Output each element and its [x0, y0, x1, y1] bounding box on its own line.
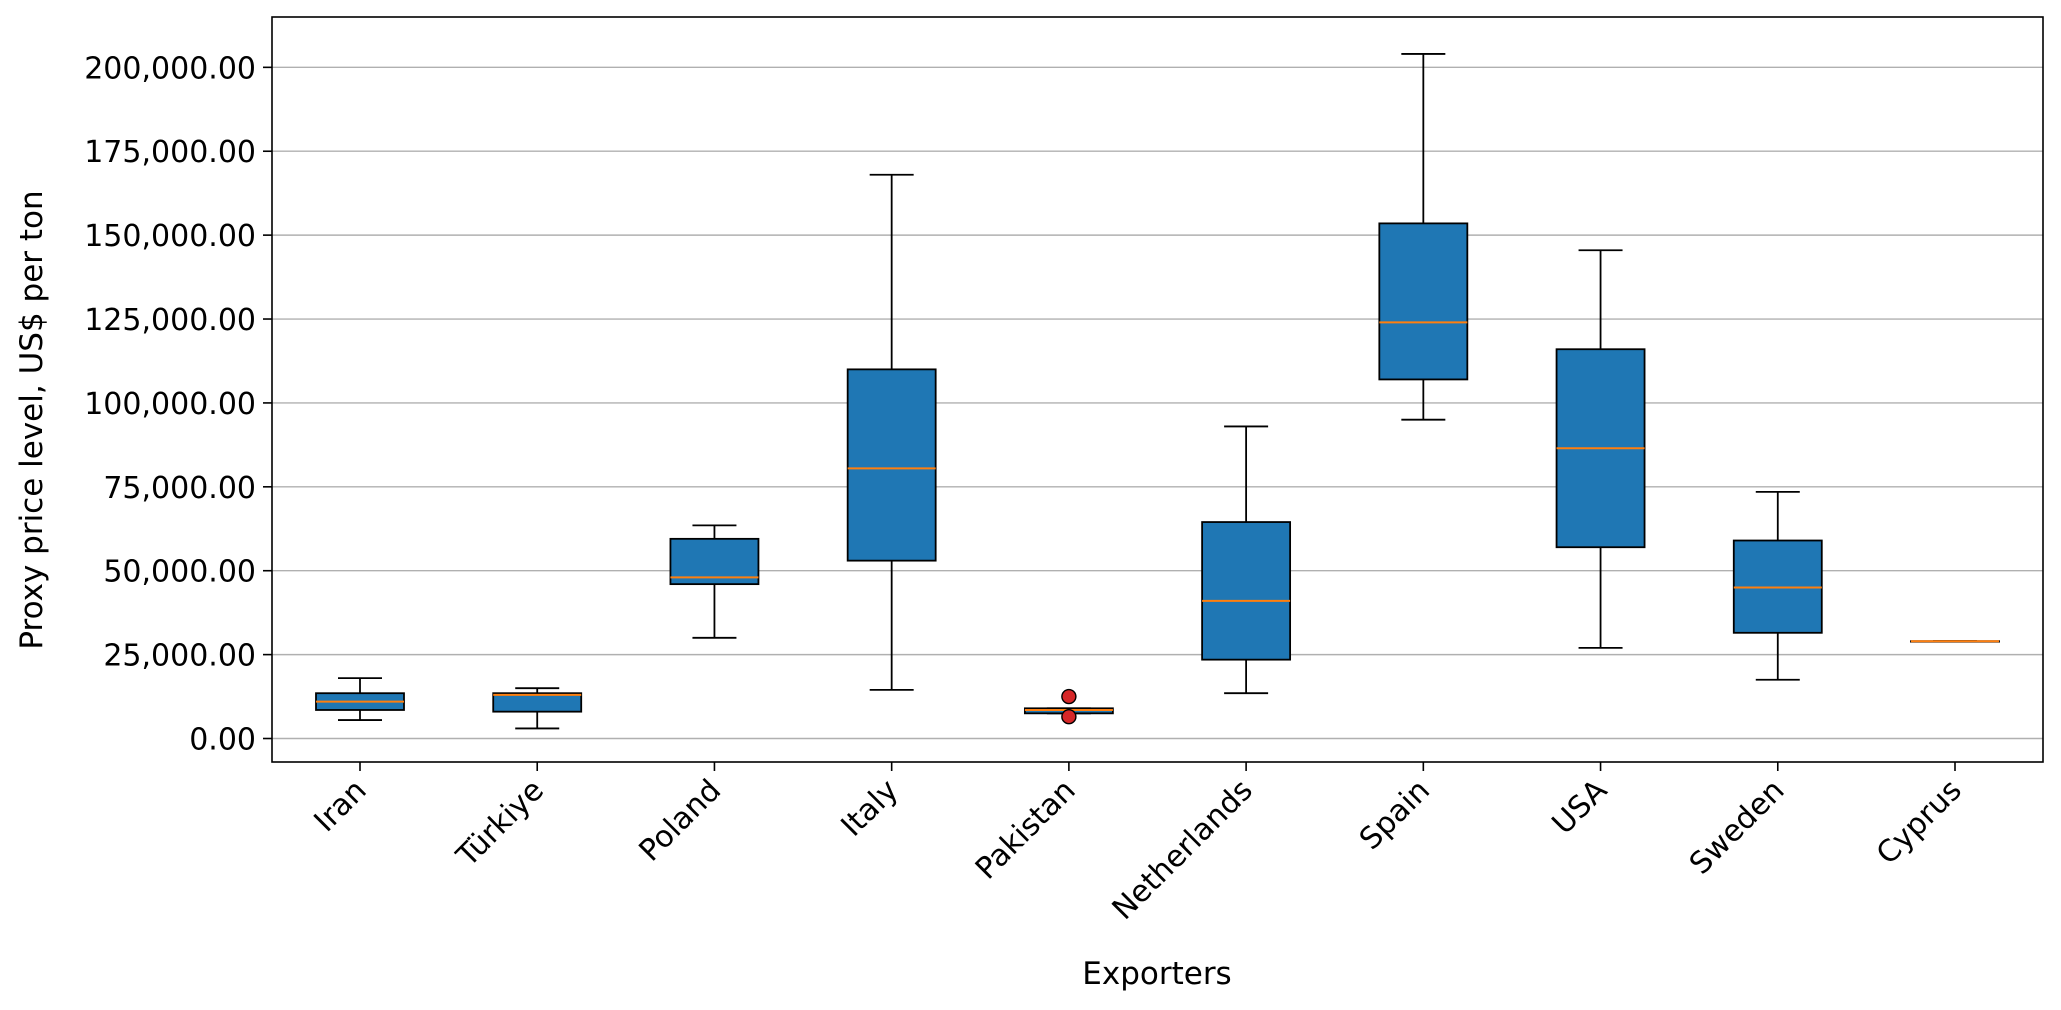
box-sweden: [1732, 490, 1823, 681]
iqr-box: [1201, 521, 1292, 661]
y-tick-label: 75,000.00: [103, 471, 256, 506]
iqr-box: [1378, 222, 1469, 381]
box-italy: [846, 173, 937, 691]
box-usa: [1555, 249, 1646, 649]
box-türkiye: [492, 687, 583, 730]
box-poland: [669, 524, 760, 639]
x-axis-ticks: Iran Türkiye Poland Italy Pakistan Netherland…: [307, 762, 1969, 927]
y-axis-ticks: 0.00 25,000.00 50,000.00 75,000.00 100,000.0…: [84, 51, 272, 758]
x-tick-label: Türkiye: [449, 773, 550, 874]
x-tick-label: Iran: [307, 773, 373, 839]
x-tick-label: Sweden: [1683, 773, 1792, 882]
box-pakistan: [1023, 688, 1114, 725]
box-netherlands: [1201, 425, 1292, 695]
y-axis-label: Proxy price level, US$ per ton: [14, 190, 50, 649]
x-tick-label: Pakistan: [969, 773, 1083, 887]
x-tick-label: Spain: [1353, 773, 1437, 857]
y-tick-label: 50,000.00: [103, 555, 256, 590]
box-iran: [315, 677, 405, 721]
y-tick-label: 150,000.00: [84, 219, 256, 254]
iqr-box: [846, 368, 937, 562]
y-tick-label: 0.00: [189, 723, 256, 758]
outlier-point: [1061, 688, 1077, 705]
y-tick-label: 25,000.00: [103, 639, 256, 674]
outlier-point: [1061, 708, 1077, 725]
box-spain: [1378, 53, 1469, 421]
x-tick-label: Poland: [633, 773, 729, 869]
y-tick-label: 100,000.00: [84, 387, 256, 422]
y-tick-label: 175,000.00: [84, 135, 256, 170]
x-tick-label: Cyprus: [1870, 773, 1969, 872]
boxes: [315, 53, 2000, 730]
y-tick-label: 125,000.00: [84, 303, 256, 338]
x-tick-label: USA: [1546, 773, 1615, 842]
gridlines: [272, 66, 2043, 740]
x-axis-label: Exporters: [1082, 956, 1231, 992]
box-cyprus: [1910, 640, 2000, 643]
y-tick-label: 200,000.00: [84, 51, 256, 86]
plot-area-frame: [271, 16, 2044, 763]
x-tick-label: Italy: [835, 773, 906, 844]
iqr-box: [492, 692, 583, 713]
x-tick-label: Netherlands: [1106, 773, 1260, 927]
